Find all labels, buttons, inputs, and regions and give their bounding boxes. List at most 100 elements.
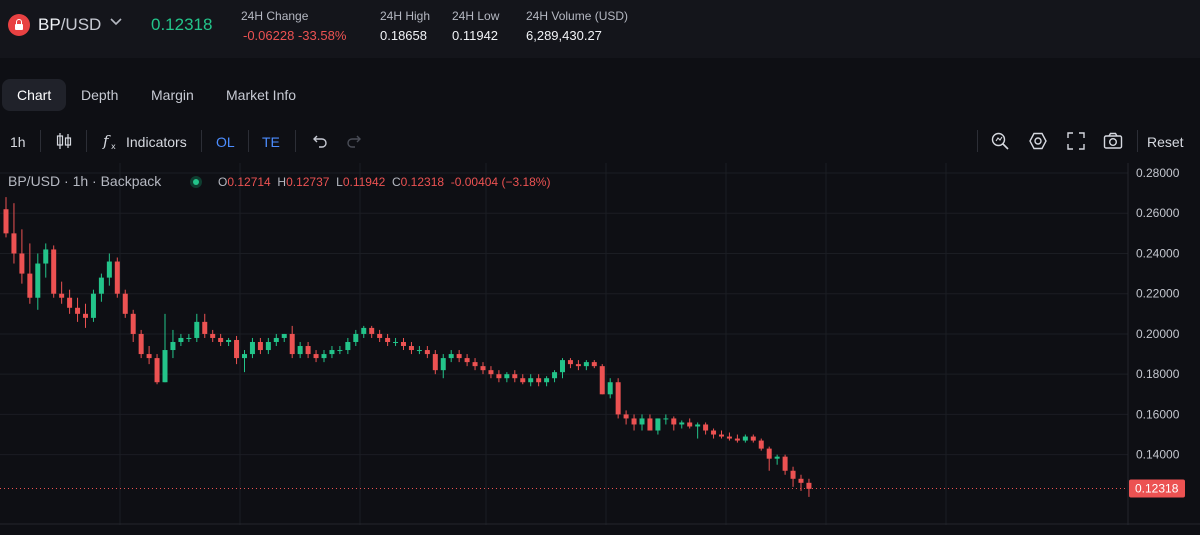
redo-icon[interactable] (344, 130, 366, 152)
candle-body (679, 422, 685, 425)
candle-body (377, 333, 383, 338)
candle-body (3, 209, 9, 234)
y-tick-label: 0.16000 (1136, 407, 1180, 421)
candle-body (655, 418, 661, 431)
candle-body (544, 378, 550, 383)
settings-hexagon-icon[interactable] (1027, 130, 1049, 152)
y-tick-label: 0.26000 (1136, 206, 1180, 220)
chevron-down-icon[interactable] (108, 13, 124, 29)
candle-body (369, 327, 375, 334)
svg-text:f: f (102, 132, 111, 150)
reset-button[interactable]: Reset (1147, 134, 1184, 150)
candle-body (401, 341, 406, 347)
interval-button[interactable]: 1h (10, 134, 26, 150)
open-key: O (218, 175, 228, 189)
candle-body (146, 354, 152, 359)
candle-body (249, 341, 255, 355)
candle-body (631, 418, 637, 425)
indicators-button[interactable]: Indicators (126, 134, 187, 150)
y-tick-label: 0.22000 (1136, 287, 1180, 301)
y-tick-label: 0.28000 (1136, 166, 1180, 180)
candle-body (210, 333, 216, 338)
candle-body (456, 354, 462, 359)
candle-body (647, 418, 653, 431)
y-tick-label: 0.24000 (1136, 246, 1180, 260)
candle-body (424, 350, 430, 355)
candle-body (59, 293, 65, 298)
candle-body (170, 341, 176, 351)
candle-body (742, 436, 748, 441)
price-chart[interactable]: 0.28000 0.26000 0.24000 0.22000 0.20000 0.180… (0, 163, 1200, 525)
candlestick-type-icon[interactable] (53, 130, 75, 152)
candle-body (774, 456, 780, 459)
tab-margin[interactable]: Margin (151, 87, 194, 103)
tab-market-info[interactable]: Market Info (226, 87, 297, 103)
candle-body (575, 364, 581, 367)
candle-body (43, 249, 49, 264)
candle-body (337, 350, 343, 352)
candle-body (35, 263, 41, 298)
undo-icon[interactable] (308, 130, 330, 152)
candle-body (361, 327, 367, 334)
candle-body (273, 337, 279, 342)
candle-body (734, 438, 740, 441)
candle-body (798, 478, 804, 483)
candle-body (234, 339, 240, 359)
candle-body (726, 436, 732, 439)
candle-body (488, 370, 494, 375)
candle-body (242, 354, 247, 359)
candle-body (599, 366, 605, 395)
candle-body (385, 337, 391, 342)
camera-icon[interactable] (1102, 130, 1124, 152)
candle-body (583, 362, 589, 367)
candle-body (719, 434, 724, 437)
candle-body (536, 378, 542, 383)
candle-body (480, 366, 486, 371)
live-status-icon (190, 176, 202, 188)
toolbar-divider (86, 130, 87, 152)
token-logo-icon (8, 14, 30, 36)
change-percent: -33.58% (297, 28, 347, 43)
pair-quote: /USD (60, 15, 102, 34)
ol-toggle[interactable]: OL (216, 134, 235, 150)
toolbar-divider (977, 130, 978, 152)
candle-body (106, 261, 112, 278)
low-label: 24H Low (452, 9, 500, 23)
toolbar-divider (295, 130, 296, 152)
candle-body (353, 333, 359, 342)
open-value: 0.12714 (227, 175, 271, 189)
ohlc-readout: O0.12714 H0.12737 L0.11942 C0.12318 -0.0… (218, 175, 550, 189)
pair-selector[interactable]: BP/USD (38, 15, 101, 35)
candle-body (695, 424, 701, 427)
candle-body (416, 350, 422, 352)
pair-base: BP (38, 15, 61, 34)
function-icon[interactable]: f x (100, 130, 122, 152)
candle-body (265, 341, 271, 351)
ticker-bar: BP/USD 0.12318 24H Change -0.06228 -33.5… (0, 0, 1200, 58)
tab-depth[interactable]: Depth (81, 87, 119, 103)
candle-body (663, 418, 669, 420)
tab-chart[interactable]: Chart (2, 79, 67, 111)
candle-body (591, 362, 597, 367)
fullscreen-icon[interactable] (1065, 130, 1087, 152)
candle-body (552, 372, 558, 379)
zoom-search-icon[interactable] (989, 130, 1011, 152)
low-value: 0.11942 (452, 28, 499, 43)
candle-body (98, 277, 104, 294)
te-toggle[interactable]: TE (262, 134, 280, 150)
candle-body (790, 470, 796, 479)
candle-body (623, 414, 629, 419)
candle-body (178, 337, 184, 342)
candlestick-chart[interactable]: 0.28000 0.26000 0.24000 0.22000 0.20000 0.180… (0, 163, 1200, 525)
current-price-label: 0.12318 (1135, 481, 1179, 495)
legend-title: BP/USD · 1h · Backpack (8, 173, 162, 189)
candle-body (289, 333, 295, 355)
candle-body (711, 430, 717, 435)
candle-body (703, 424, 709, 431)
candle-body (750, 436, 756, 441)
candle-body (448, 354, 454, 359)
y-tick-label: 0.18000 (1136, 367, 1180, 381)
toolbar-divider (40, 130, 41, 152)
y-tick-label: 0.14000 (1136, 448, 1180, 462)
candle-body (305, 346, 311, 355)
